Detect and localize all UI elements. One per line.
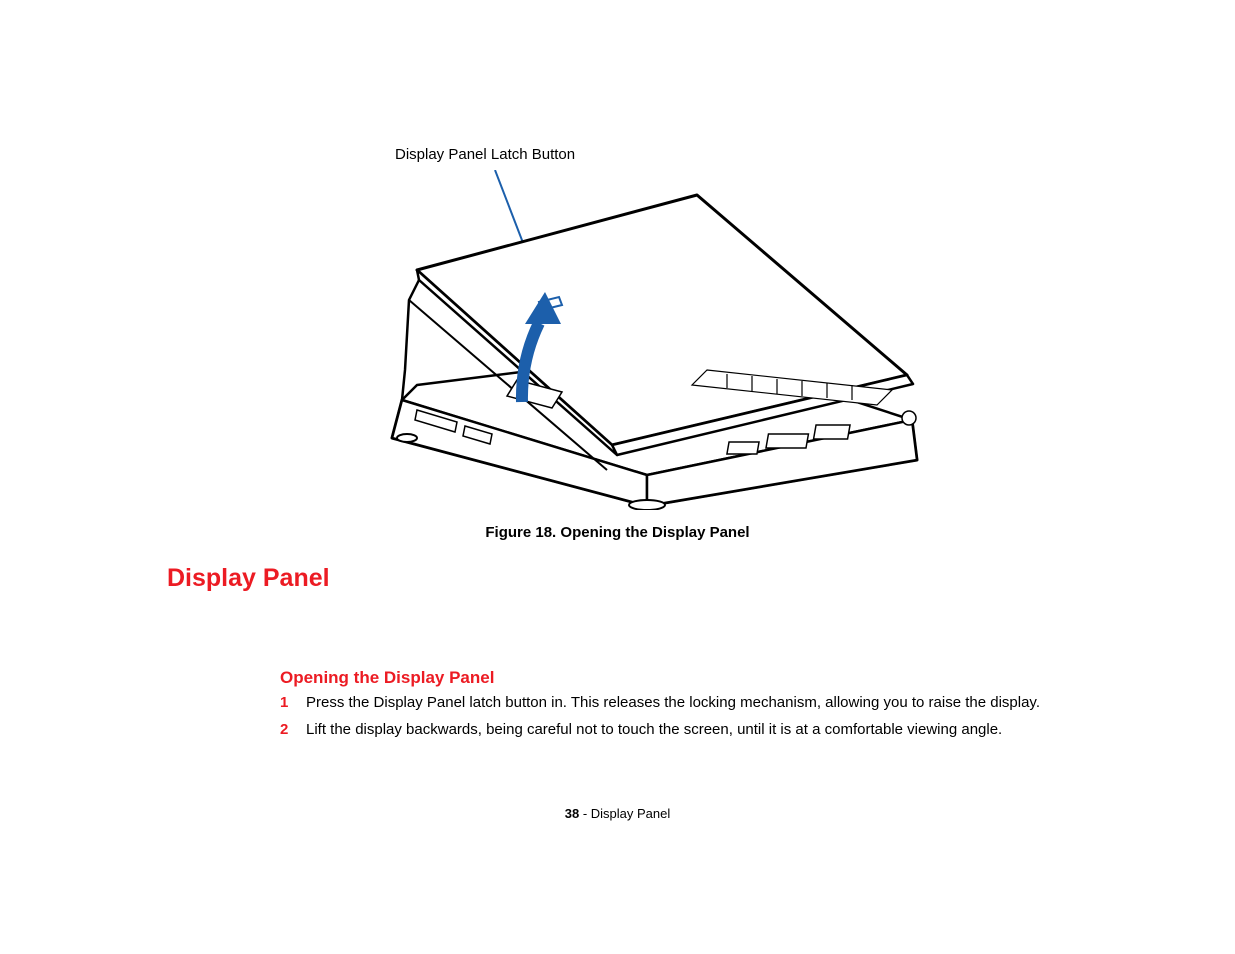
step-text: Press the Display Panel latch button in.… <box>306 692 1040 713</box>
step-number: 1 <box>280 692 306 713</box>
manual-page: Display Panel Latch Button <box>0 0 1235 954</box>
page-footer: 38 - Display Panel <box>0 806 1235 821</box>
callout-label: Display Panel Latch Button <box>395 146 575 163</box>
page-number: 38 <box>565 806 579 821</box>
footer-title: Display Panel <box>591 806 671 821</box>
step-item: 2 Lift the display backwards, being care… <box>280 719 1110 740</box>
figure-laptop-diagram <box>347 170 943 510</box>
footer-separator: - <box>579 806 591 821</box>
step-list: 1 Press the Display Panel latch button i… <box>280 692 1110 746</box>
subsection-heading: Opening the Display Panel <box>280 668 494 688</box>
section-heading: Display Panel <box>167 564 330 593</box>
step-text: Lift the display backwards, being carefu… <box>306 719 1002 740</box>
figure-caption: Figure 18. Opening the Display Panel <box>0 524 1235 541</box>
step-number: 2 <box>280 719 306 740</box>
step-item: 1 Press the Display Panel latch button i… <box>280 692 1110 713</box>
